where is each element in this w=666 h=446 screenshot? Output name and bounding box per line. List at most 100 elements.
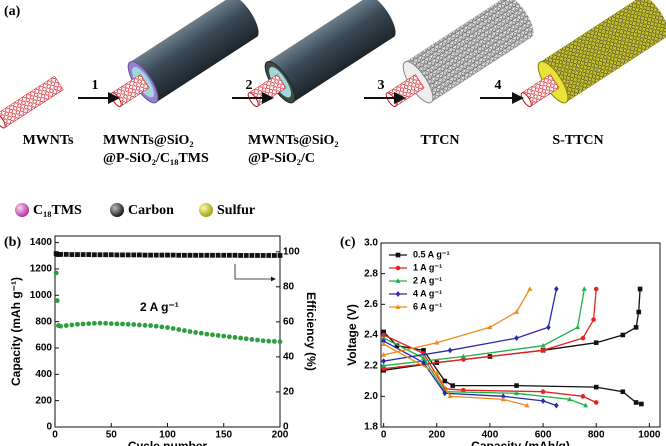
legend-marker (395, 252, 401, 258)
point (554, 286, 559, 292)
point (620, 332, 626, 338)
point (460, 353, 466, 359)
point (80, 252, 86, 257)
point (527, 286, 533, 291)
y2-tick-label: 40 (283, 352, 295, 363)
point (567, 396, 573, 402)
point (232, 252, 238, 258)
point (80, 321, 86, 327)
y-tick-label: 1200 (30, 264, 53, 275)
point (238, 335, 244, 341)
step-number: 4 (495, 78, 502, 93)
point (636, 309, 642, 315)
legend-marker (395, 291, 401, 297)
point (381, 341, 387, 347)
legend-label: Carbon (128, 203, 174, 218)
point (381, 329, 386, 335)
point (513, 390, 520, 396)
point (170, 326, 176, 331)
point (593, 286, 599, 292)
point (159, 324, 165, 330)
point (255, 253, 260, 258)
point (125, 252, 131, 258)
legend-label: 4 A g⁻¹ (413, 288, 442, 298)
point (524, 402, 530, 408)
chart: 0 50 100 150 2000200400600800100012001400020… (9, 235, 318, 446)
step-number: 1 (92, 78, 99, 93)
legend-label: 0.5 A g⁻¹ (413, 249, 450, 259)
point (120, 252, 125, 258)
point (69, 322, 75, 328)
point (153, 252, 159, 258)
point (63, 251, 69, 257)
y-tick-label: 200 (35, 395, 52, 406)
point (637, 286, 643, 292)
point (434, 339, 440, 345)
point (421, 359, 426, 366)
point (593, 340, 599, 345)
point (487, 324, 493, 330)
point (193, 252, 199, 258)
tube-end (638, 0, 666, 38)
y2-tick-label: 60 (283, 317, 295, 328)
point (243, 336, 249, 342)
point (153, 323, 159, 329)
point (114, 252, 120, 258)
y2-axis-label: Efficiency (%) (304, 292, 318, 371)
point (381, 352, 387, 357)
stage-label: TTCN (421, 133, 460, 148)
point (514, 335, 519, 342)
point (434, 370, 440, 376)
point (633, 400, 639, 405)
point (381, 358, 386, 365)
x-tick-label: 1000 (638, 430, 661, 441)
point (271, 338, 277, 344)
point (260, 338, 266, 344)
legend-marker (395, 304, 401, 309)
point (442, 390, 448, 397)
panel-label: (b) (4, 235, 21, 250)
nanotube (520, 0, 666, 108)
nanotube (110, 0, 259, 108)
point (69, 252, 75, 257)
y-tick-label: 400 (35, 369, 52, 380)
y-tick-label: 0 (46, 422, 52, 433)
point (232, 335, 238, 340)
point (97, 320, 103, 326)
point (277, 339, 283, 345)
point (260, 253, 266, 258)
c18tms-sphere (15, 203, 29, 217)
stage-label: @P-SiO₂/C₁₈TMS (103, 151, 209, 166)
tube-end (503, 0, 534, 38)
legend-label: C₁₈TMS (33, 203, 82, 218)
point (142, 252, 148, 258)
y-tick-label: 600 (35, 343, 52, 354)
point (420, 355, 427, 360)
point (450, 383, 456, 388)
tube-shell (266, 0, 394, 103)
point (75, 321, 80, 327)
x-tick-label: 100 (159, 430, 176, 441)
nanotube (0, 75, 64, 129)
point (193, 330, 199, 335)
y-tick-label: 1000 (30, 290, 53, 301)
point (266, 338, 272, 344)
panel-label: (c) (340, 235, 356, 250)
point (226, 252, 232, 258)
point (540, 348, 546, 353)
point (447, 393, 453, 399)
point (593, 400, 599, 405)
point (131, 252, 137, 258)
point (461, 387, 466, 393)
point (226, 334, 232, 340)
x-tick-label: 600 (535, 430, 552, 441)
x-tick-label: 200 (428, 430, 445, 441)
point (381, 335, 387, 340)
point (271, 253, 277, 258)
point (181, 252, 187, 258)
y-tick-label: 2.4 (364, 330, 378, 341)
point (136, 252, 142, 258)
point (540, 397, 546, 404)
y-tick-label: 800 (35, 316, 52, 327)
